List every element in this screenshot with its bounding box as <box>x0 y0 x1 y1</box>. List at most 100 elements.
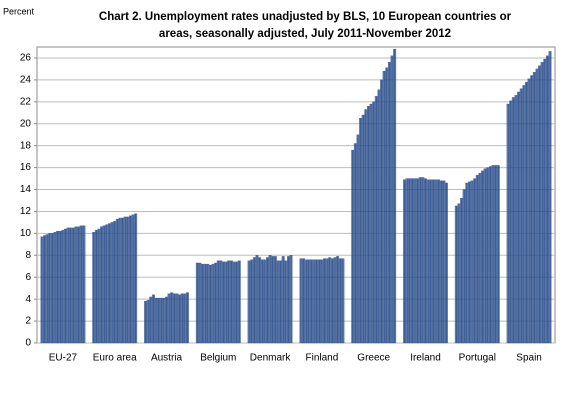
bar <box>284 260 288 344</box>
bar <box>263 259 267 344</box>
bar <box>410 178 414 344</box>
bar <box>71 227 75 344</box>
bar <box>100 226 104 344</box>
bar <box>454 205 458 344</box>
bar <box>382 70 386 344</box>
bar <box>252 257 256 344</box>
bar <box>107 223 111 344</box>
bar <box>328 257 332 344</box>
y-tick-label: 18 <box>20 140 32 151</box>
bar <box>45 234 49 344</box>
y-tick-label: 4 <box>25 294 31 305</box>
bar <box>483 168 487 344</box>
bar <box>540 62 544 344</box>
bar <box>442 180 446 344</box>
x-tick-label: Denmark <box>250 353 292 364</box>
bar <box>113 221 117 344</box>
bar <box>276 260 280 344</box>
bar <box>206 263 210 344</box>
bar <box>235 261 239 344</box>
bar <box>216 260 220 344</box>
bar <box>525 81 528 344</box>
bar <box>369 103 373 344</box>
bar <box>222 261 226 344</box>
bar <box>299 258 303 344</box>
bar <box>255 255 259 344</box>
bar <box>323 258 326 344</box>
bar <box>56 231 60 344</box>
x-tick-label: Finland <box>305 353 338 364</box>
bar <box>543 58 547 344</box>
chart-title: areas, seasonally adjusted, July 2011-No… <box>159 28 451 40</box>
bar <box>286 256 290 344</box>
bar <box>214 262 218 344</box>
x-tick-label: Spain <box>516 353 542 364</box>
bar <box>434 179 438 344</box>
bar <box>535 68 539 344</box>
bar <box>66 227 70 344</box>
bar <box>227 260 231 344</box>
bar <box>123 216 127 344</box>
bar <box>421 177 425 344</box>
bar <box>186 292 189 344</box>
bar <box>511 97 515 344</box>
bar <box>478 172 482 344</box>
bar <box>385 67 389 344</box>
bar <box>154 297 158 344</box>
y-axis-label: Percent <box>3 6 35 16</box>
bar <box>105 224 109 344</box>
y-tick-label: 16 <box>20 162 32 173</box>
bar <box>488 166 492 344</box>
bar <box>175 293 179 344</box>
bar <box>121 217 125 344</box>
bar <box>418 177 422 344</box>
bar <box>336 256 340 344</box>
bar <box>330 258 334 344</box>
x-tick-label: Euro area <box>93 353 137 364</box>
bar <box>64 228 67 344</box>
x-tick-label: Portugal <box>459 353 496 364</box>
bar <box>445 182 448 344</box>
bar <box>538 65 542 344</box>
bar <box>50 233 54 344</box>
bar <box>496 165 500 344</box>
bar <box>353 143 357 344</box>
bar <box>494 165 498 344</box>
bar <box>361 114 365 344</box>
bar <box>527 78 531 344</box>
bar <box>372 101 376 344</box>
bar <box>144 301 147 344</box>
bar <box>491 165 495 344</box>
bar <box>473 178 477 344</box>
bar <box>180 293 184 344</box>
bar <box>224 261 228 344</box>
bar <box>229 260 233 344</box>
bar <box>429 179 433 344</box>
bar <box>514 95 518 344</box>
bar <box>457 203 461 344</box>
bar <box>279 260 283 344</box>
bar <box>333 257 337 344</box>
bar <box>74 226 78 344</box>
bar <box>312 259 316 344</box>
bar <box>431 179 435 344</box>
bar <box>53 232 57 344</box>
bar <box>82 225 86 344</box>
bar <box>465 182 469 344</box>
bar <box>393 49 397 344</box>
bar <box>416 178 420 344</box>
bar <box>481 170 485 344</box>
y-tick-label: 24 <box>20 75 32 86</box>
bar <box>532 72 536 344</box>
bar <box>118 217 122 344</box>
bar <box>475 175 479 344</box>
bar <box>40 236 44 344</box>
bar <box>260 259 264 344</box>
bar <box>271 256 275 344</box>
bar <box>320 259 324 344</box>
chart-title: Chart 2. Unemployment rates unadjusted b… <box>99 11 512 23</box>
bar <box>545 55 549 344</box>
bar <box>439 180 443 344</box>
bar <box>281 256 285 344</box>
bar <box>338 258 342 344</box>
